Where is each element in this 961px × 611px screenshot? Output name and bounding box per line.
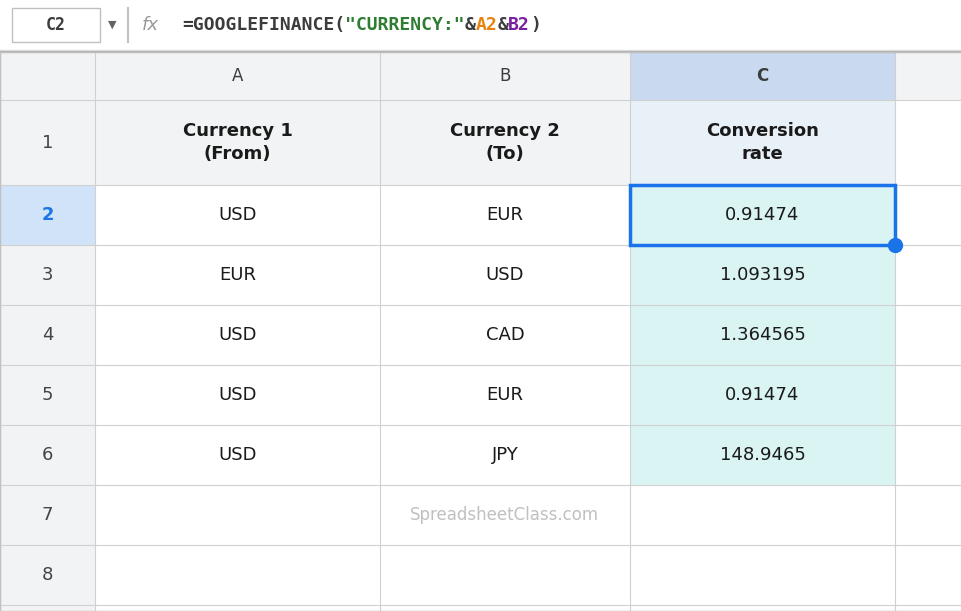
Text: 7: 7 xyxy=(41,506,53,524)
Text: SpreadsheetClass.com: SpreadsheetClass.com xyxy=(409,506,599,524)
Text: =GOOGLEFINANCE(: =GOOGLEFINANCE( xyxy=(182,16,345,34)
Text: 0.91474: 0.91474 xyxy=(725,206,799,224)
Text: Conversion
rate: Conversion rate xyxy=(705,122,818,163)
Bar xyxy=(12,8,100,42)
Text: JPY: JPY xyxy=(491,446,518,464)
Bar xyxy=(0,52,95,611)
Text: USD: USD xyxy=(218,326,257,344)
Text: 6: 6 xyxy=(41,446,53,464)
Text: fx: fx xyxy=(142,16,159,34)
Text: EUR: EUR xyxy=(486,386,523,404)
Text: ▼: ▼ xyxy=(108,20,116,30)
Text: 1: 1 xyxy=(41,133,53,152)
Bar xyxy=(629,52,894,100)
Bar xyxy=(0,52,961,100)
Text: 5: 5 xyxy=(41,386,53,404)
Bar xyxy=(95,100,629,185)
Text: Currency 1
(From): Currency 1 (From) xyxy=(183,122,292,163)
Text: 0.91474: 0.91474 xyxy=(725,386,799,404)
Text: USD: USD xyxy=(218,446,257,464)
Text: C: C xyxy=(755,67,768,85)
Bar xyxy=(0,0,961,50)
Text: 3: 3 xyxy=(41,266,53,284)
Text: B: B xyxy=(499,67,510,85)
Bar xyxy=(629,245,894,305)
Text: &: & xyxy=(497,16,507,34)
Text: USD: USD xyxy=(218,386,257,404)
Text: ): ) xyxy=(530,16,540,34)
Text: CAD: CAD xyxy=(485,326,524,344)
Text: &: & xyxy=(464,16,475,34)
Text: Currency 2
(To): Currency 2 (To) xyxy=(450,122,559,163)
Text: 1.364565: 1.364565 xyxy=(719,326,804,344)
Bar xyxy=(629,305,894,365)
Text: "CURRENCY:": "CURRENCY:" xyxy=(345,16,464,34)
Text: 2: 2 xyxy=(41,206,54,224)
Bar xyxy=(629,185,894,245)
Text: A: A xyxy=(232,67,243,85)
Text: 4: 4 xyxy=(41,326,53,344)
Text: 1.093195: 1.093195 xyxy=(719,266,804,284)
Text: A2: A2 xyxy=(475,16,497,34)
Bar xyxy=(0,185,95,245)
Text: B2: B2 xyxy=(507,16,530,34)
Text: EUR: EUR xyxy=(486,206,523,224)
Text: EUR: EUR xyxy=(219,266,256,284)
Bar xyxy=(629,185,894,245)
Text: 8: 8 xyxy=(41,566,53,584)
Bar xyxy=(629,100,894,185)
Text: USD: USD xyxy=(218,206,257,224)
Text: C2: C2 xyxy=(46,16,66,34)
Bar xyxy=(629,425,894,485)
Bar xyxy=(629,365,894,425)
Text: 148.9465: 148.9465 xyxy=(719,446,804,464)
Text: USD: USD xyxy=(485,266,524,284)
